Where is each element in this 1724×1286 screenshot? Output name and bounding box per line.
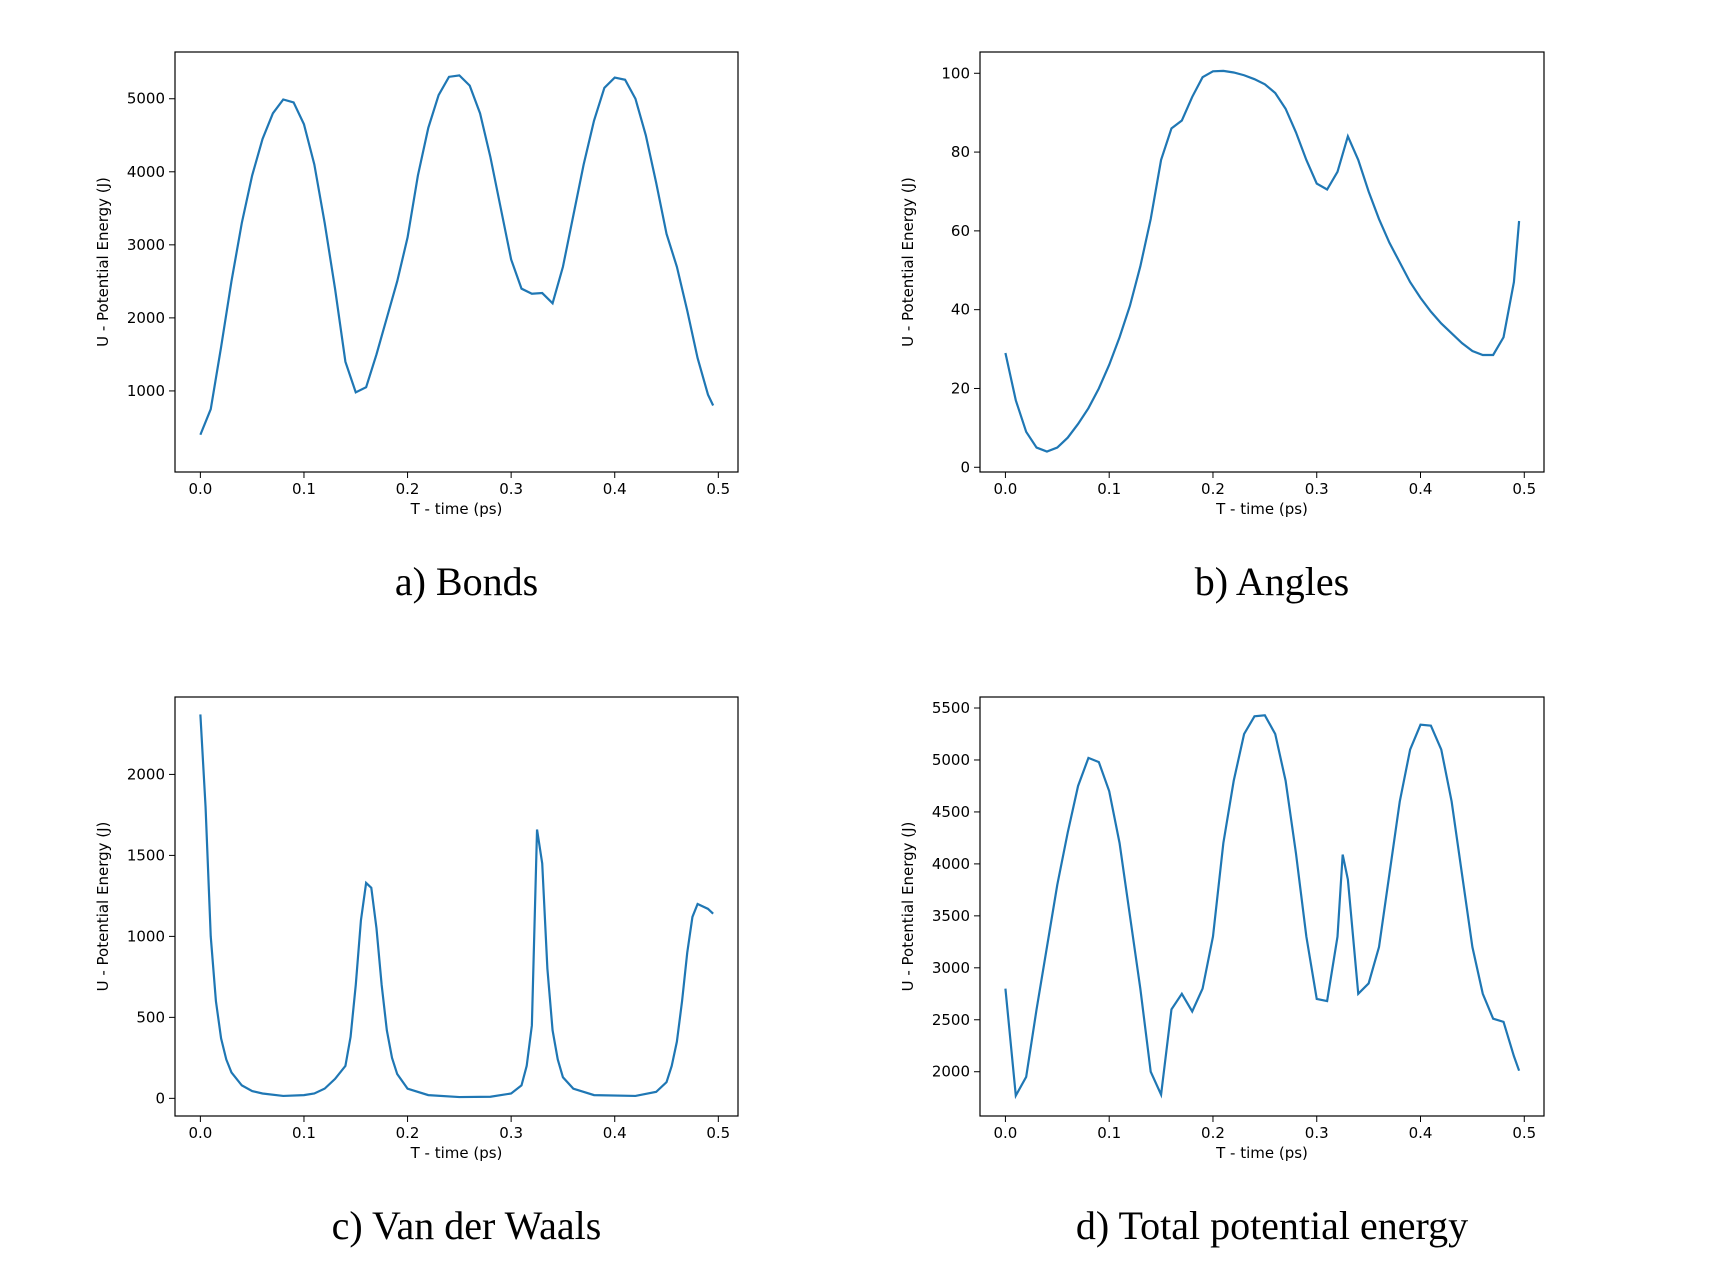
y-tick-label: 4000 bbox=[932, 855, 970, 873]
y-tick-label: 500 bbox=[136, 1008, 165, 1026]
subplot: 0.0 0.1 0.2 0.3 0.4 0.5 0 20 40 60 80 100 T - time (… bbox=[899, 51, 1545, 604]
x-tick-label: 0.4 bbox=[603, 480, 627, 498]
x-tick-label: 0.3 bbox=[1305, 1124, 1329, 1142]
plot-frame bbox=[174, 51, 739, 473]
plot-frame bbox=[174, 696, 739, 1117]
subplot: 0.0 0.1 0.2 0.3 0.4 0.5 1000 2000 3000 4000 5000 T … bbox=[94, 51, 739, 604]
y-tick-label: 1000 bbox=[127, 382, 165, 400]
x-tick-label: 0.4 bbox=[1409, 1124, 1433, 1142]
x-tick-label: 0.2 bbox=[396, 480, 420, 498]
y-tick-label: 3000 bbox=[932, 959, 970, 977]
y-tick-label: 5500 bbox=[932, 699, 970, 717]
plot-frame bbox=[979, 51, 1545, 473]
y-tick-label: 80 bbox=[951, 143, 970, 161]
y-tick-label: 60 bbox=[951, 222, 970, 240]
x-tick-label: 0.5 bbox=[706, 480, 730, 498]
x-axis-label: T - time (ps) bbox=[410, 1144, 503, 1162]
x-tick-label: 0.4 bbox=[1409, 480, 1433, 498]
x-tick-label: 0.2 bbox=[1201, 480, 1225, 498]
x-axis-label: T - time (ps) bbox=[410, 500, 503, 518]
y-tick-label: 2500 bbox=[932, 1011, 970, 1029]
y-tick-label: 4000 bbox=[127, 163, 165, 181]
y-axis-label: U - Potential Energy (J) bbox=[94, 177, 112, 347]
caption: a) Bonds bbox=[395, 559, 538, 604]
y-tick-label: 1500 bbox=[127, 846, 165, 864]
x-tick-label: 0.0 bbox=[993, 1124, 1017, 1142]
y-tick-label: 20 bbox=[951, 379, 970, 397]
y-tick-label: 0 bbox=[960, 458, 970, 476]
y-tick-label: 3000 bbox=[127, 236, 165, 254]
y-tick-label: 2000 bbox=[127, 765, 165, 783]
x-tick-label: 0.0 bbox=[188, 1124, 212, 1142]
x-tick-label: 0.4 bbox=[603, 1124, 627, 1142]
y-tick-label: 2000 bbox=[932, 1063, 970, 1081]
x-tick-label: 0.2 bbox=[396, 1124, 420, 1142]
x-tick-label: 0.0 bbox=[993, 480, 1017, 498]
y-tick-label: 2000 bbox=[127, 309, 165, 327]
y-tick-label: 100 bbox=[941, 64, 970, 82]
x-tick-label: 0.5 bbox=[1512, 1124, 1536, 1142]
caption: c) Van der Waals bbox=[332, 1203, 602, 1248]
y-tick-label: 0 bbox=[155, 1089, 165, 1107]
data-line bbox=[1004, 714, 1521, 1100]
y-tick-label: 40 bbox=[951, 301, 970, 319]
x-tick-label: 0.5 bbox=[1512, 480, 1536, 498]
plot-frame bbox=[979, 696, 1545, 1117]
x-axis-label: T - time (ps) bbox=[1215, 500, 1308, 518]
y-axis-label: U - Potential Energy (J) bbox=[899, 822, 917, 992]
y-tick-label: 5000 bbox=[127, 90, 165, 108]
x-tick-label: 0.0 bbox=[188, 480, 212, 498]
x-tick-label: 0.3 bbox=[499, 1124, 523, 1142]
y-tick-label: 1000 bbox=[127, 927, 165, 945]
x-tick-label: 0.3 bbox=[1305, 480, 1329, 498]
y-axis-label: U - Potential Energy (J) bbox=[94, 822, 112, 992]
data-line bbox=[1004, 69, 1521, 453]
caption: d) Total potential energy bbox=[1076, 1203, 1468, 1248]
y-tick-label: 5000 bbox=[932, 751, 970, 769]
y-tick-label: 3500 bbox=[932, 907, 970, 925]
y-axis-label: U - Potential Energy (J) bbox=[899, 177, 917, 347]
x-tick-label: 0.5 bbox=[706, 1124, 730, 1142]
x-tick-label: 0.3 bbox=[499, 480, 523, 498]
y-tick-label: 4500 bbox=[932, 803, 970, 821]
x-tick-label: 0.1 bbox=[1097, 1124, 1121, 1142]
x-tick-label: 0.2 bbox=[1201, 1124, 1225, 1142]
subplot: 0.0 0.1 0.2 0.3 0.4 0.5 0 500 1000 1500 2000 T - ti… bbox=[94, 696, 739, 1248]
x-tick-label: 0.1 bbox=[292, 1124, 316, 1142]
x-tick-label: 0.1 bbox=[1097, 480, 1121, 498]
x-axis-label: T - time (ps) bbox=[1215, 1144, 1308, 1162]
x-tick-label: 0.1 bbox=[292, 480, 316, 498]
data-line bbox=[199, 74, 715, 436]
data-line bbox=[199, 714, 714, 1099]
caption: b) Angles bbox=[1195, 559, 1349, 604]
subplot: 0.0 0.1 0.2 0.3 0.4 0.5 2000 2500 3000 3500 4000 45… bbox=[899, 696, 1545, 1248]
